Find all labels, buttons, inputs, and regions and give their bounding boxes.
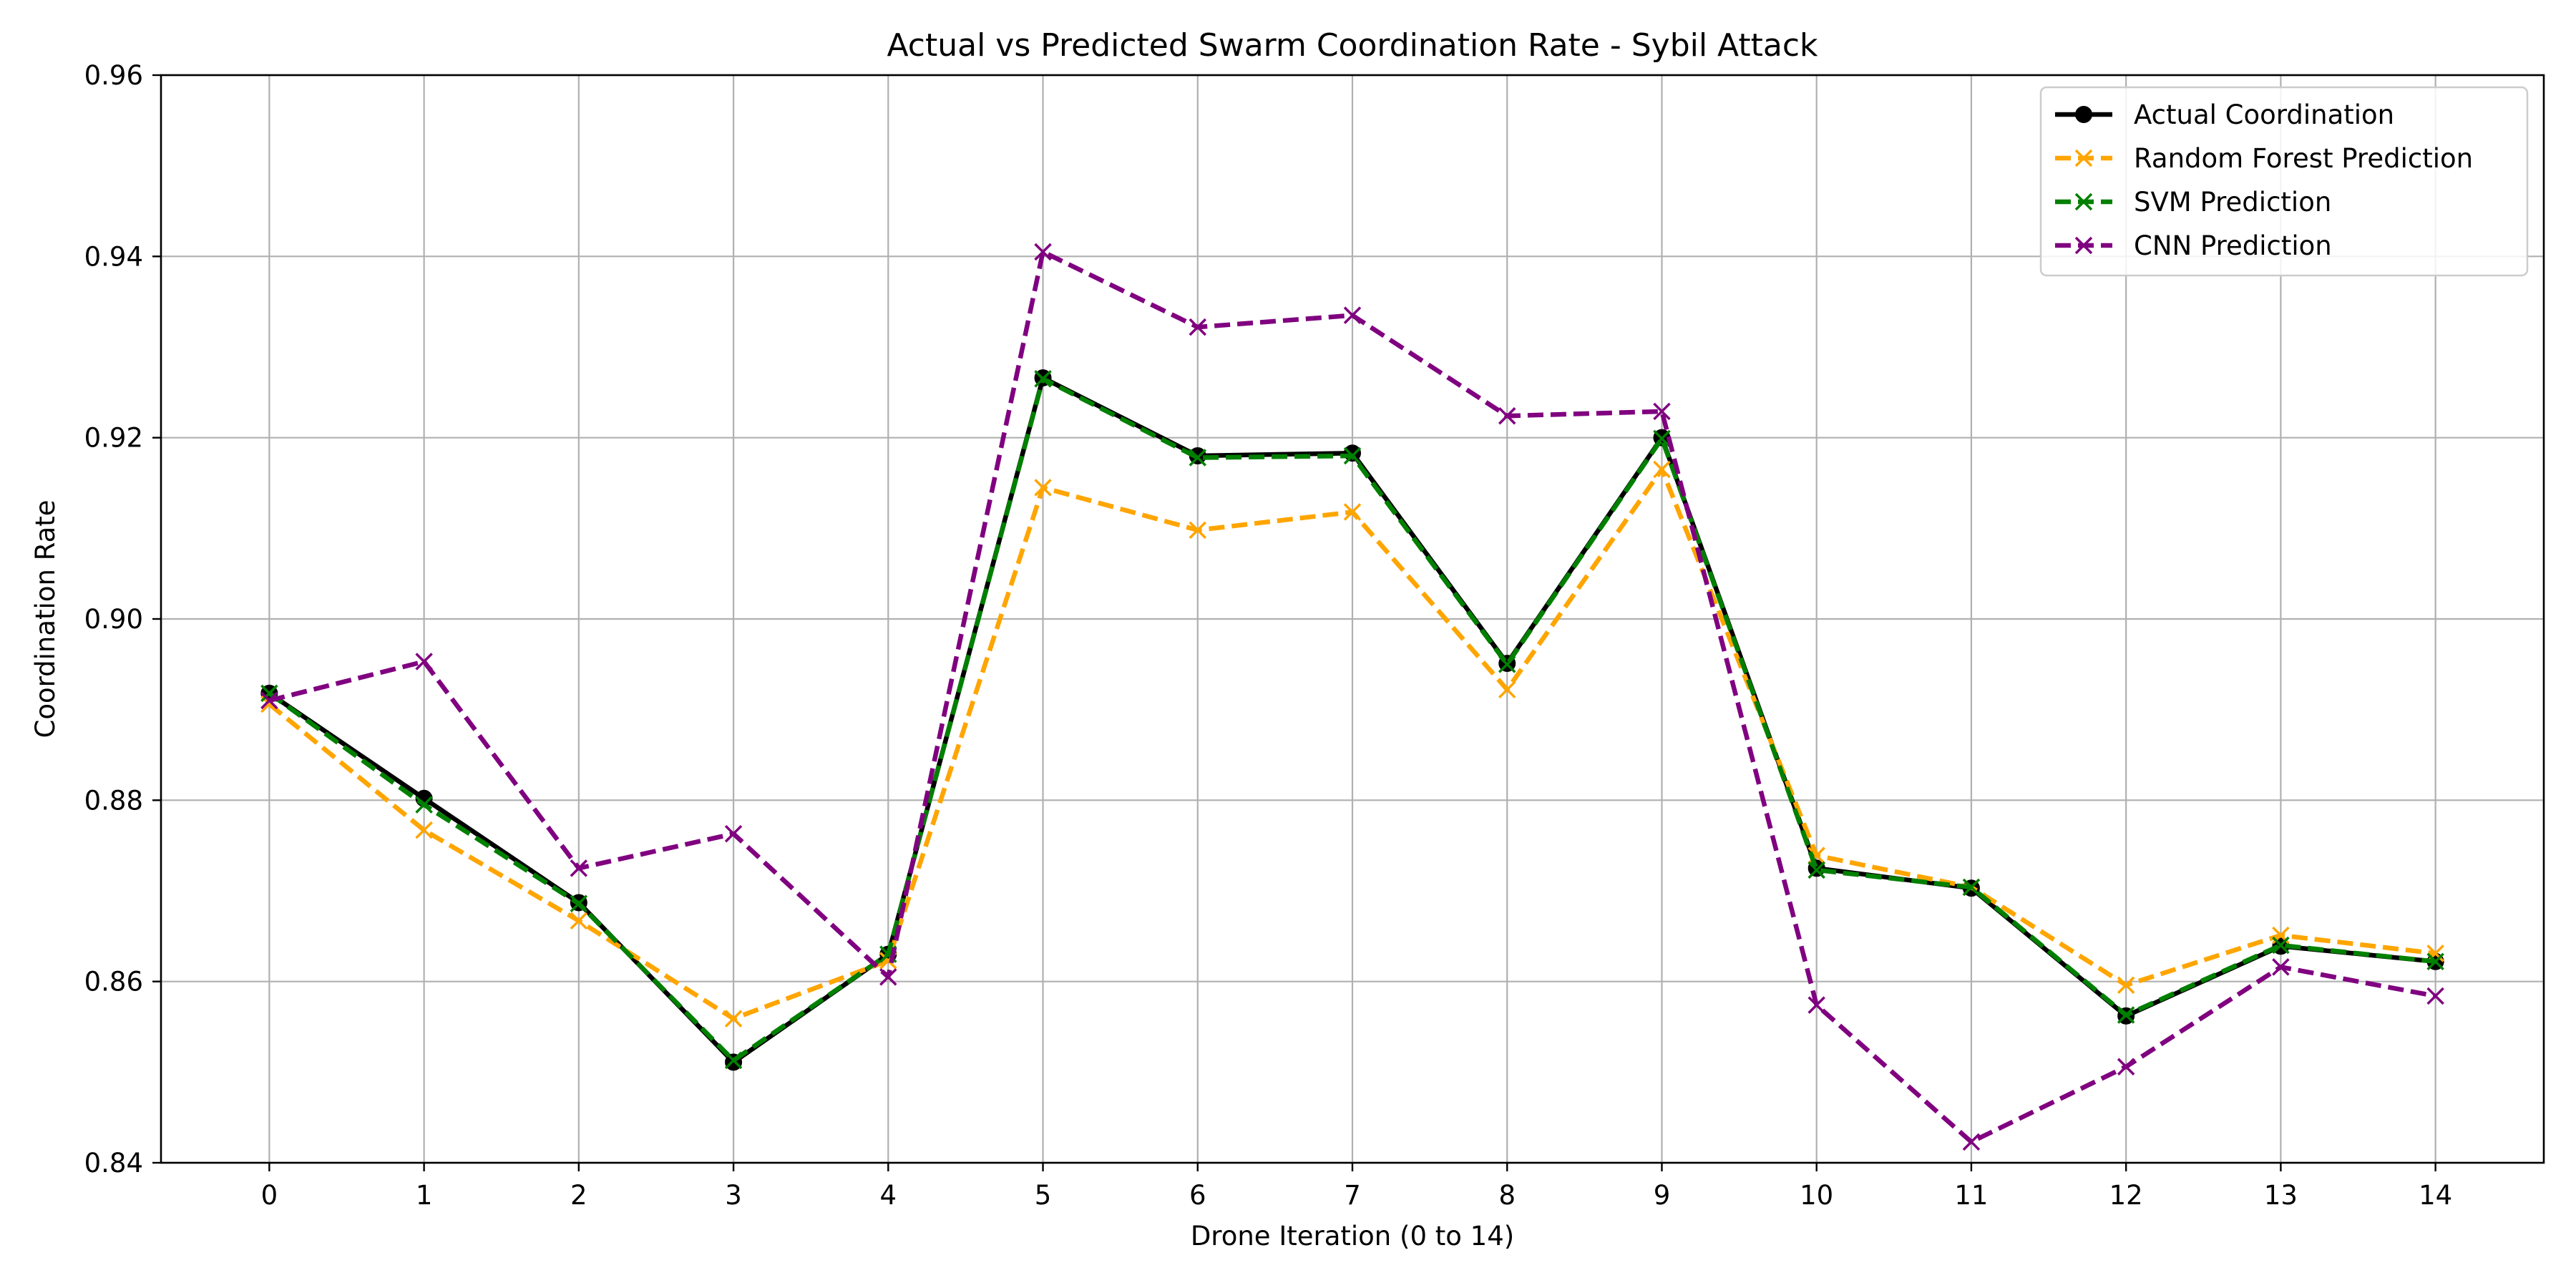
x-tick-label: 7 [1344, 1180, 1361, 1211]
legend-marker [2075, 106, 2092, 123]
data-point [2117, 1006, 2135, 1024]
x-tick-label: 5 [1035, 1180, 1052, 1211]
legend-item: Actual Coordination [2055, 99, 2394, 130]
data-point [2272, 958, 2290, 976]
data-point [1498, 680, 1516, 699]
legend-marker [2074, 149, 2093, 167]
x-tick-label: 4 [880, 1180, 897, 1211]
x-tick-label: 10 [1800, 1180, 1833, 1211]
legend-item: CNN Prediction [2055, 230, 2332, 261]
y-tick-label: 0.96 [84, 60, 143, 91]
data-point [1034, 479, 1052, 497]
data-point [260, 691, 278, 710]
data-point [1807, 996, 1825, 1014]
data-point [724, 1051, 743, 1070]
x-tick-label: 14 [2419, 1180, 2452, 1211]
data-point [1189, 521, 1207, 540]
legend-marker [2074, 192, 2093, 211]
data-point [1343, 306, 1362, 324]
data-point [1034, 370, 1052, 388]
data-point [1807, 861, 1825, 879]
series-cnn-prediction [260, 243, 2444, 1151]
data-point [415, 653, 433, 670]
data-point [1343, 447, 1362, 465]
data-point [415, 796, 433, 814]
legend-box [2039, 86, 2529, 277]
legend-label: SVM Prediction [2134, 187, 2331, 218]
data-point [724, 1010, 743, 1028]
y-tick-label: 0.86 [84, 967, 143, 997]
legend-marker [2074, 236, 2093, 255]
y-tick-label: 0.84 [84, 1148, 143, 1179]
x-axis-label: Drone Iteration (0 to 14) [1191, 1221, 1514, 1252]
data-point [2117, 976, 2135, 994]
data-point [2272, 936, 2290, 955]
axis-ticks: 0 1 2 3 4 5 6 7 8 9 10 11 12 13 140.840.860.880.900.92… [84, 60, 2453, 1211]
data-point [1189, 449, 1207, 467]
series-layer [260, 243, 2444, 1151]
x-tick-label: 2 [570, 1180, 587, 1211]
x-tick-label: 6 [1189, 1180, 1206, 1211]
legend-label: Random Forest Prediction [2134, 143, 2473, 174]
data-point [1962, 1133, 1981, 1151]
data-point [415, 821, 433, 839]
series-svm-prediction [260, 370, 2444, 1070]
x-tick-label: 13 [2264, 1180, 2298, 1211]
data-point [2426, 952, 2444, 971]
data-point [2117, 1058, 2135, 1075]
legend-item: Random Forest Prediction [2055, 143, 2473, 174]
x-tick-label: 12 [2109, 1180, 2143, 1211]
x-tick-label: 1 [416, 1180, 433, 1211]
legend-label: Actual Coordination [2134, 99, 2394, 130]
y-axis-label: Coordination Rate [30, 499, 61, 738]
data-point [1498, 407, 1516, 425]
x-tick-label: 9 [1654, 1180, 1671, 1211]
y-tick-label: 0.90 [84, 604, 143, 635]
y-tick-label: 0.94 [84, 241, 143, 272]
x-tick-label: 0 [261, 1180, 278, 1211]
data-point [570, 894, 588, 912]
y-tick-label: 0.88 [84, 785, 143, 816]
legend-label: CNN Prediction [2134, 230, 2332, 261]
data-point [1498, 655, 1516, 673]
data-point [2426, 987, 2444, 1005]
y-tick-label: 0.92 [84, 423, 143, 454]
data-point [1962, 878, 1981, 897]
legend-item: SVM Prediction [2055, 187, 2331, 218]
data-point [1189, 318, 1207, 336]
data-point [1653, 402, 1671, 421]
data-point [1343, 503, 1362, 521]
data-point [724, 824, 743, 843]
data-point [879, 968, 897, 986]
x-tick-label: 8 [1498, 1180, 1516, 1211]
data-point [1034, 243, 1052, 261]
data-point [1653, 460, 1671, 479]
legend: Actual Coordination Random Forest Predict… [2039, 86, 2529, 277]
x-tick-label: 3 [725, 1180, 742, 1211]
x-tick-label: 11 [1954, 1180, 1988, 1211]
data-point [570, 912, 588, 930]
chart-title: Actual vs Predicted Swarm Coordination R… [887, 27, 1818, 64]
data-point [2426, 945, 2444, 962]
data-point [1653, 429, 1671, 448]
data-point [570, 859, 588, 877]
